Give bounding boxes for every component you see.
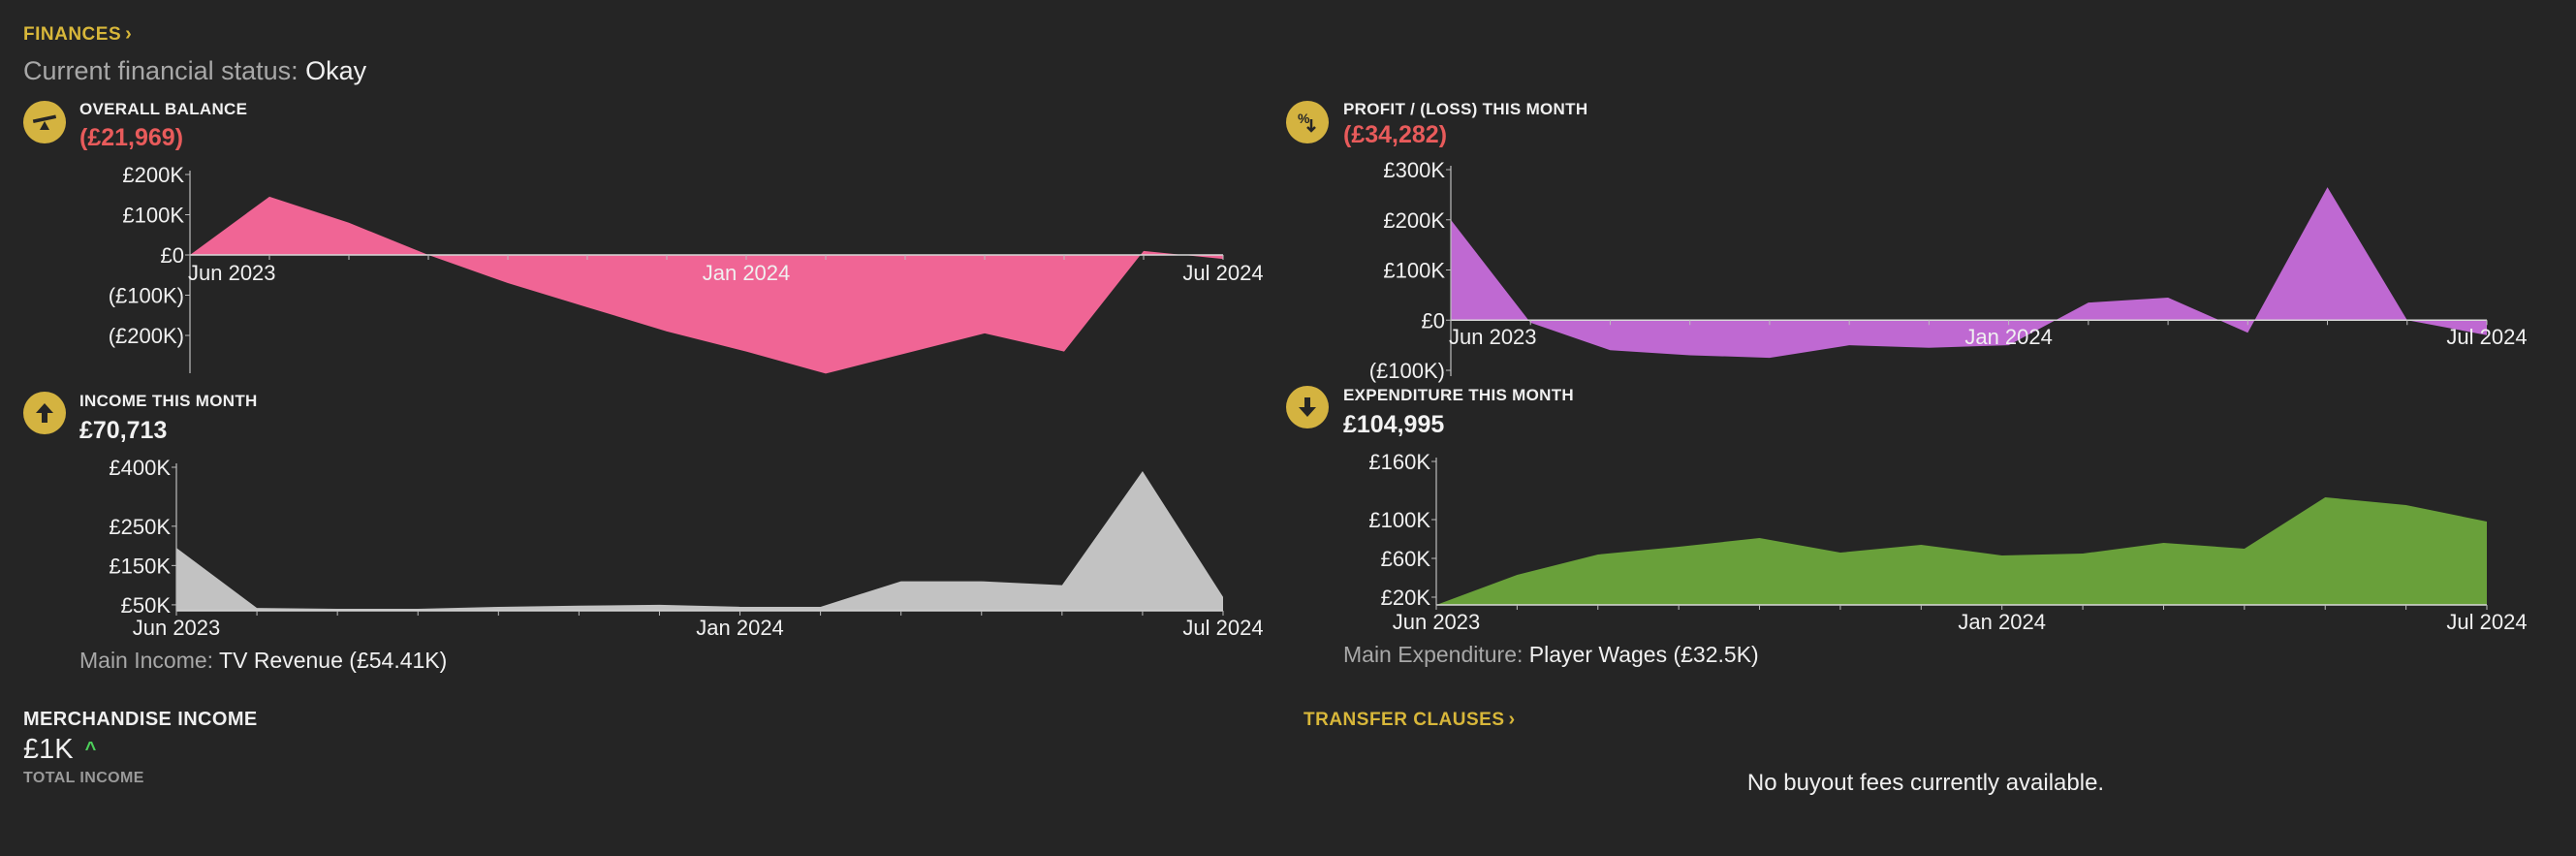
arrow-down-icon	[1286, 386, 1329, 428]
expenditure-x-tick-label: Jul 2024	[2446, 610, 2527, 634]
chevron-right-icon: ›	[1508, 709, 1516, 730]
chevron-right-icon: ›	[125, 23, 133, 45]
financial-status-prefix: Current financial status:	[23, 56, 298, 85]
expenditure-series-area	[1436, 497, 2487, 605]
balance-y-tick-label: (£100K)	[109, 284, 184, 308]
percent-arrow-icon: %	[1286, 101, 1329, 143]
main-income: Main Income: TV Revenue (£54.41K)	[79, 648, 447, 674]
arrow-up-icon	[23, 392, 66, 434]
seesaw-icon	[23, 101, 66, 143]
main-expenditure-prefix: Main Expenditure:	[1343, 642, 1524, 667]
profit-x-tick-label: Jan 2024	[1964, 325, 2053, 349]
balance-y-tick-label: £200K	[122, 163, 184, 187]
profit-y-tick-label: £100K	[1383, 259, 1445, 283]
overall-balance-chart: £200K £100K £0 (£100K) (£200K) Jun 2023 Jan 20…	[109, 163, 1264, 374]
profit-loss-value: (£34,282)	[1343, 121, 1448, 148]
financial-status: Current financial status: Okay	[23, 56, 366, 86]
expenditure-y-tick-label: £60K	[1381, 547, 1431, 571]
expenditure-value: £104,995	[1343, 411, 1445, 438]
main-expenditure: Main Expenditure: Player Wages (£32.5K)	[1343, 642, 1759, 668]
expenditure-label: EXPENDITURE THIS MONTH	[1343, 386, 1575, 404]
balance-x-tick-label: Jul 2024	[1182, 261, 1263, 285]
profit-y-tick-label: £0	[1422, 308, 1445, 333]
finances-link-label: FINANCES	[23, 23, 122, 45]
merchandise-income: £1K ^	[23, 734, 96, 766]
balance-x-tick-label: Jun 2023	[188, 261, 276, 285]
income-y-tick-label: £400K	[109, 456, 171, 480]
no-buyout-fees-message: No buyout fees currently available.	[1746, 770, 2105, 796]
merchandise-income-value: £1K	[23, 734, 74, 765]
merchandise-income-title: MERCHANDISE INCOME	[23, 709, 258, 730]
profit-x-tick-label: Jun 2023	[1449, 325, 1537, 349]
balance-series-area	[190, 196, 1223, 374]
income-y-tick-label: £50K	[121, 593, 172, 618]
finances-link[interactable]: FINANCES ›	[23, 23, 132, 46]
income-y-tick-label: £150K	[109, 554, 171, 578]
balance-y-tick-label: £0	[161, 243, 184, 268]
income-x-tick-label: Jul 2024	[1182, 616, 1263, 640]
profit-x-tick-label: Jul 2024	[2446, 325, 2527, 349]
caret-up-icon: ^	[84, 739, 97, 760]
expenditure-y-tick-label: £100K	[1368, 508, 1430, 532]
income-value: £70,713	[79, 417, 168, 444]
profit-loss-chart: £300K £200K £100K £0 (£100K)Jun 2023 Jan 2024…	[1369, 158, 2528, 383]
profit-series-area	[1451, 187, 2487, 359]
financial-status-value: Okay	[305, 56, 367, 85]
expenditure-x-tick-label: Jun 2023	[1393, 610, 1481, 634]
merchandise-income-subtitle: TOTAL INCOME	[23, 770, 144, 786]
profit-y-tick-label: £300K	[1383, 158, 1445, 182]
balance-y-tick-label: £100K	[122, 204, 184, 228]
overall-balance-label: OVERALL BALANCE	[79, 100, 248, 118]
expenditure-x-tick-label: Jan 2024	[1958, 610, 2046, 634]
expenditure-y-tick-label: £20K	[1381, 586, 1431, 610]
income-y-tick-label: £250K	[109, 515, 171, 539]
income-series-area	[176, 471, 1223, 611]
balance-y-tick-label: (£200K)	[109, 324, 184, 348]
profit-y-tick-label: £200K	[1383, 208, 1445, 233]
income-x-tick-label: Jan 2024	[696, 616, 784, 640]
svg-text:%: %	[1298, 111, 1310, 126]
main-expenditure-value: Player Wages (£32.5K)	[1528, 642, 1759, 667]
transfer-clauses-label: TRANSFER CLAUSES	[1304, 709, 1505, 730]
balance-x-tick-label: Jan 2024	[703, 261, 791, 285]
expenditure-y-tick-label: £160K	[1368, 450, 1430, 474]
overall-balance-value: (£21,969)	[79, 124, 184, 151]
income-x-tick-label: Jun 2023	[133, 616, 221, 640]
profit-loss-label: PROFIT / (LOSS) THIS MONTH	[1343, 100, 1588, 118]
main-income-prefix: Main Income:	[79, 648, 214, 673]
income-label: INCOME THIS MONTH	[79, 392, 258, 410]
main-income-value: TV Revenue (£54.41K)	[219, 648, 448, 673]
profit-y-tick-label: (£100K)	[1369, 359, 1445, 383]
transfer-clauses-link[interactable]: TRANSFER CLAUSES ›	[1304, 709, 1516, 731]
